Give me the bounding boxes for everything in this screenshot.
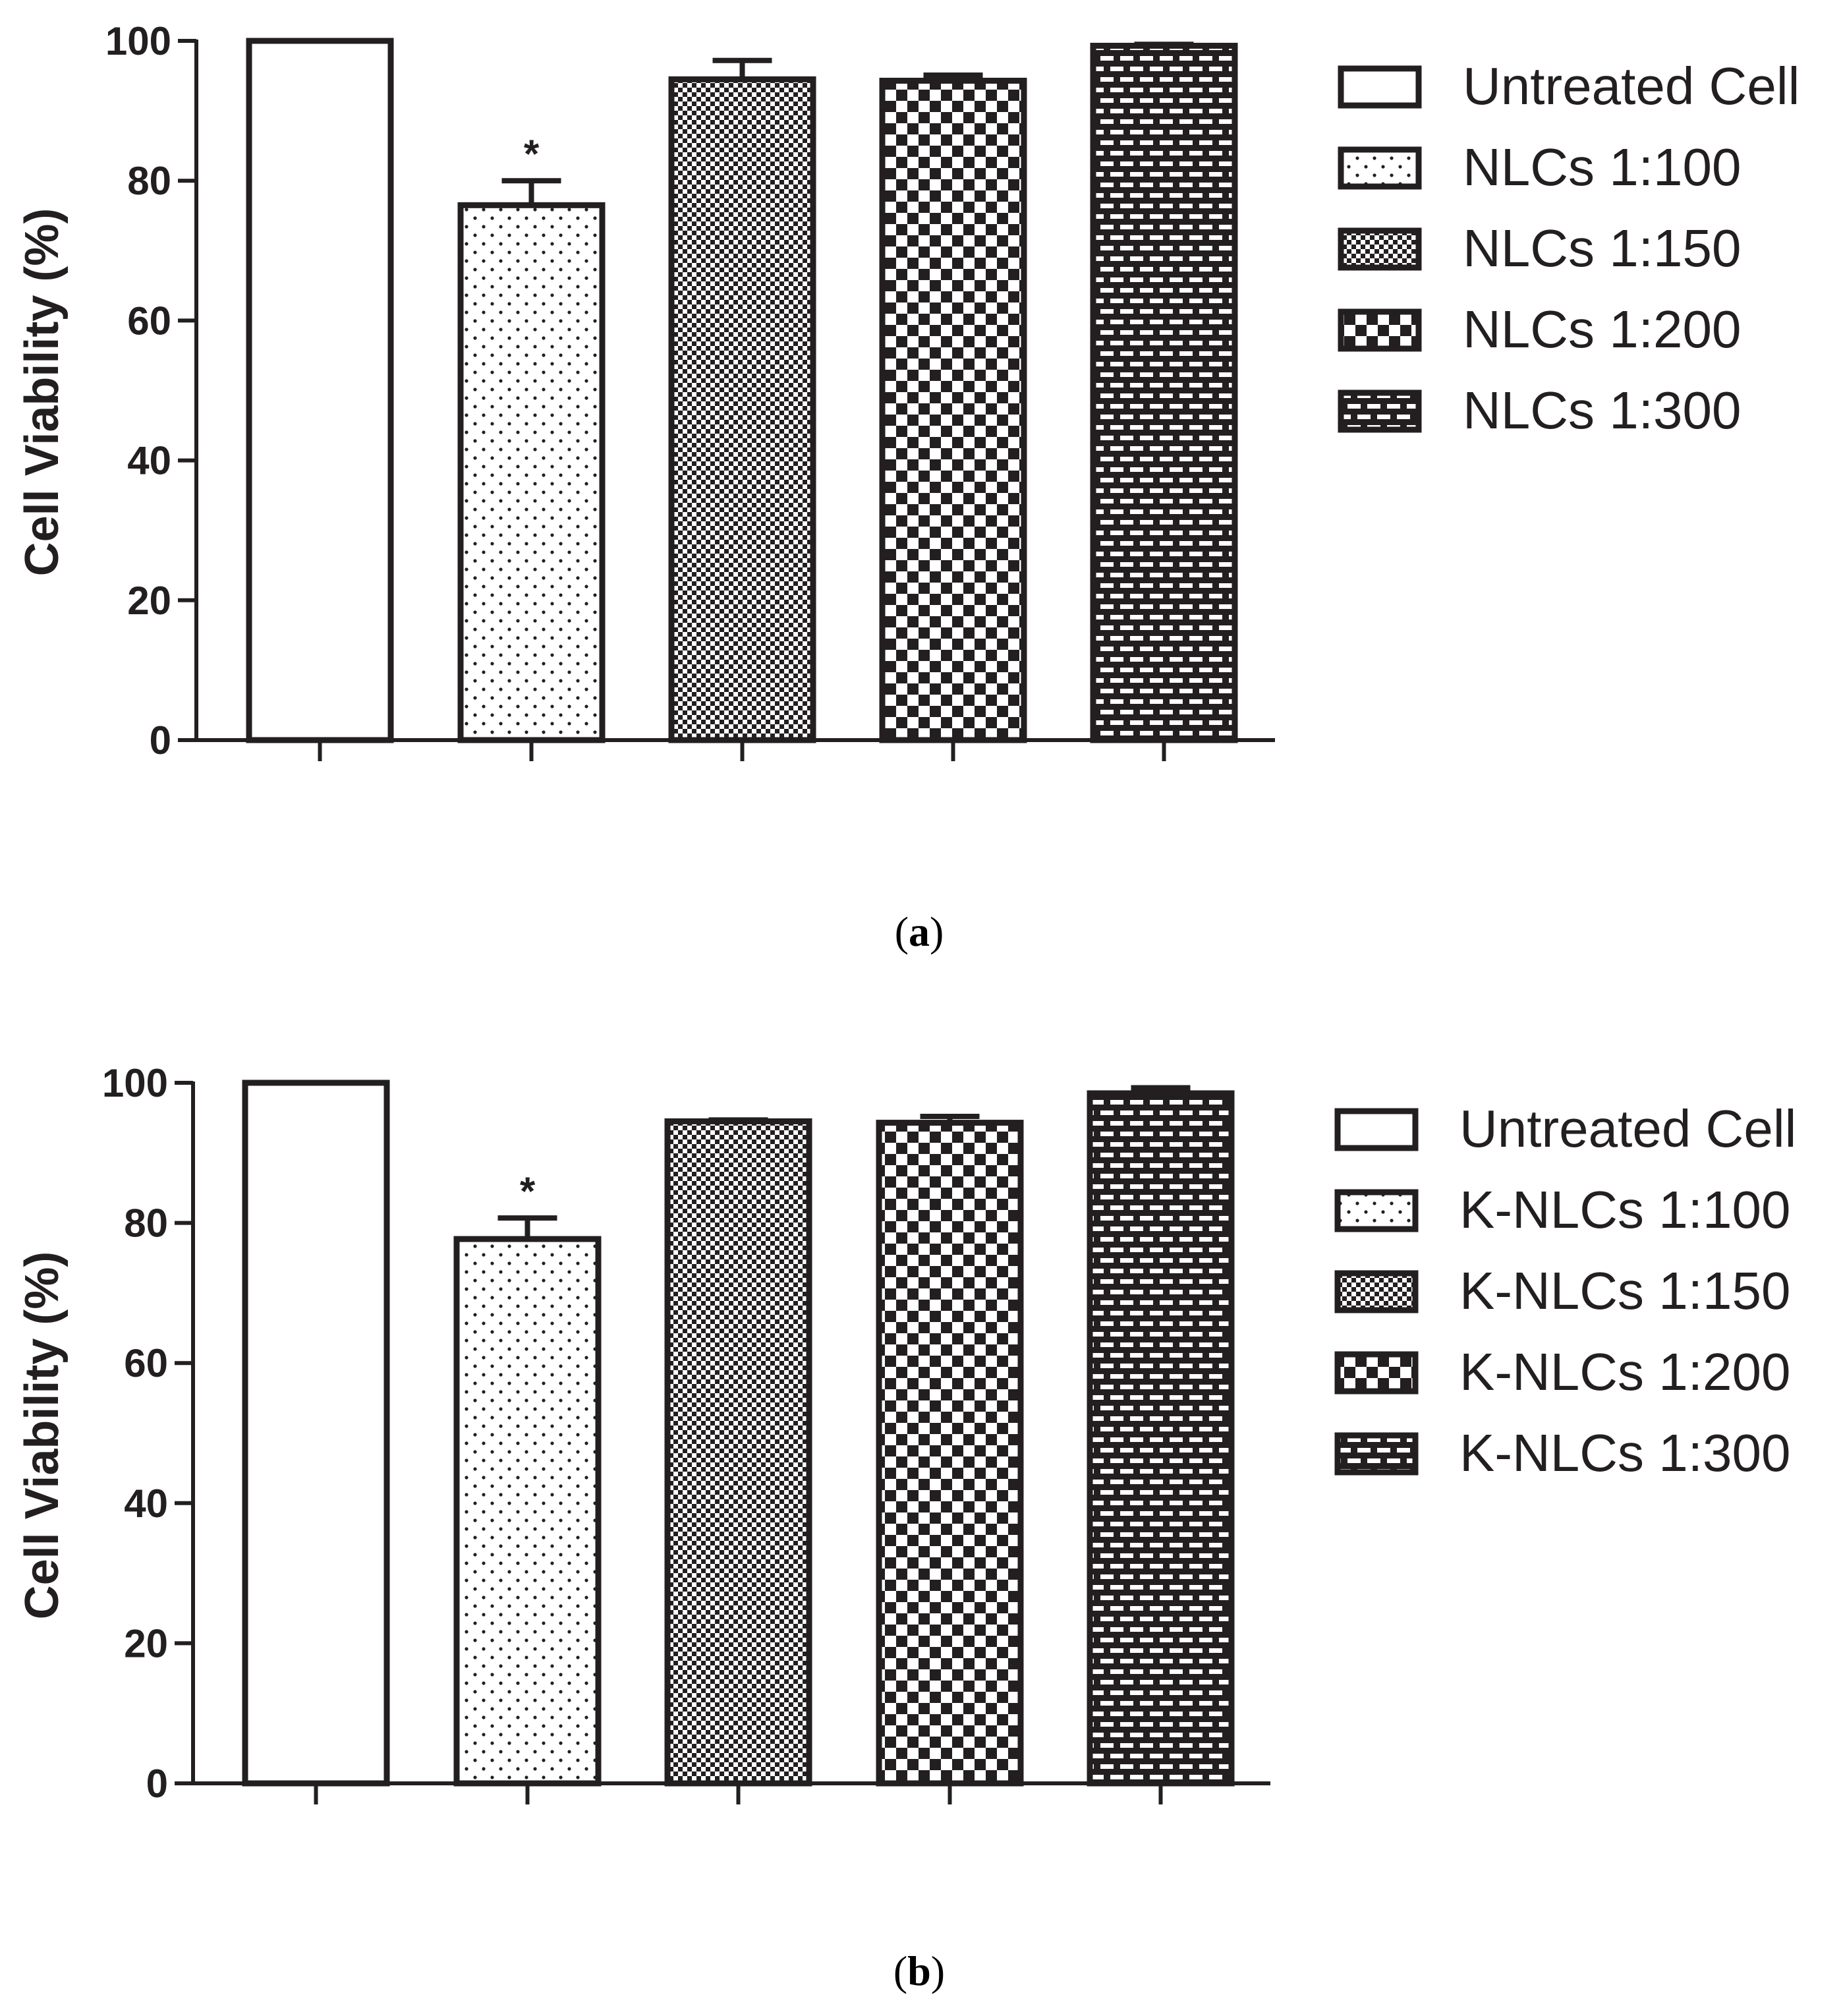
legend-label: K-NLCs 1:300 bbox=[1459, 1424, 1790, 1482]
y-tick-label: 20 bbox=[124, 1621, 168, 1665]
legend-swatch bbox=[1338, 65, 1422, 109]
panel-label: (a) bbox=[895, 908, 944, 955]
y-axis-title: Cell Viability (%) bbox=[16, 208, 69, 577]
legend-label: K-NLCs 1:200 bbox=[1459, 1342, 1790, 1401]
bar bbox=[876, 1120, 1024, 1787]
legend-label: K-NLCs 1:100 bbox=[1459, 1180, 1790, 1239]
y-tick-label: 40 bbox=[127, 439, 171, 483]
bar bbox=[242, 1080, 390, 1787]
legend-label: Untreated Cell bbox=[1463, 57, 1799, 115]
legend-label: K-NLCs 1:150 bbox=[1459, 1261, 1790, 1320]
panel-label: (b) bbox=[893, 1947, 945, 1994]
y-tick-label: 100 bbox=[102, 1061, 168, 1105]
y-tick-label: 60 bbox=[124, 1341, 168, 1385]
panel-a: Cell Viability (%) * 0 20 40 60 80 100 Untreat… bbox=[16, 19, 1799, 955]
legend-swatch bbox=[1334, 1432, 1419, 1476]
y-tick-label: 80 bbox=[127, 159, 171, 203]
y-tick-label: 60 bbox=[127, 299, 171, 343]
panel-b: Cell Viability (%) * 0 20 40 60 80 100 Untreat… bbox=[16, 1061, 1796, 1994]
bar bbox=[879, 77, 1027, 743]
legend-swatch bbox=[1338, 308, 1422, 352]
y-tick-label: 80 bbox=[124, 1201, 168, 1246]
legend-label: NLCs 1:100 bbox=[1463, 138, 1741, 196]
legend-swatch bbox=[1338, 227, 1422, 271]
legend-label: NLCs 1:300 bbox=[1463, 381, 1741, 440]
significance-marker: * bbox=[524, 132, 540, 176]
bar bbox=[668, 76, 816, 743]
legend-swatch bbox=[1334, 1270, 1419, 1313]
panel-letter: a bbox=[909, 908, 930, 955]
panel-letter: b bbox=[907, 1947, 931, 1994]
y-tick-label: 100 bbox=[105, 19, 171, 63]
legend-label: NLCs 1:150 bbox=[1463, 219, 1741, 277]
bar bbox=[246, 38, 394, 743]
legend-swatch bbox=[1338, 146, 1422, 190]
legend-swatch bbox=[1334, 1108, 1419, 1151]
legend-swatch bbox=[1334, 1189, 1419, 1232]
bar bbox=[453, 1236, 602, 1787]
legend-label: Untreated Cell bbox=[1459, 1099, 1796, 1158]
plot-area: * 0 20 40 60 80 100 bbox=[102, 1061, 1270, 1806]
y-tick-label: 40 bbox=[124, 1482, 168, 1526]
plot-area: * 0 20 40 60 80 100 bbox=[105, 19, 1275, 763]
legend: Untreated Cell K-NLCs 1:100 K-NLCs 1:150 K-… bbox=[1334, 1099, 1796, 1482]
y-tick-label: 0 bbox=[146, 1762, 168, 1806]
bar bbox=[457, 202, 606, 743]
bar bbox=[1087, 1090, 1235, 1787]
bar bbox=[664, 1118, 812, 1787]
y-axis-title: Cell Viability (%) bbox=[16, 1252, 69, 1620]
bar bbox=[1090, 42, 1238, 743]
legend-label: NLCs 1:200 bbox=[1463, 300, 1741, 359]
legend-swatch bbox=[1338, 389, 1422, 433]
y-tick-label: 20 bbox=[127, 579, 171, 623]
significance-marker: * bbox=[520, 1169, 536, 1213]
y-tick-label: 0 bbox=[150, 718, 171, 763]
legend-swatch bbox=[1334, 1351, 1419, 1395]
legend: Untreated Cell NLCs 1:100 NLCs 1:150 NLCs 1… bbox=[1338, 57, 1799, 440]
